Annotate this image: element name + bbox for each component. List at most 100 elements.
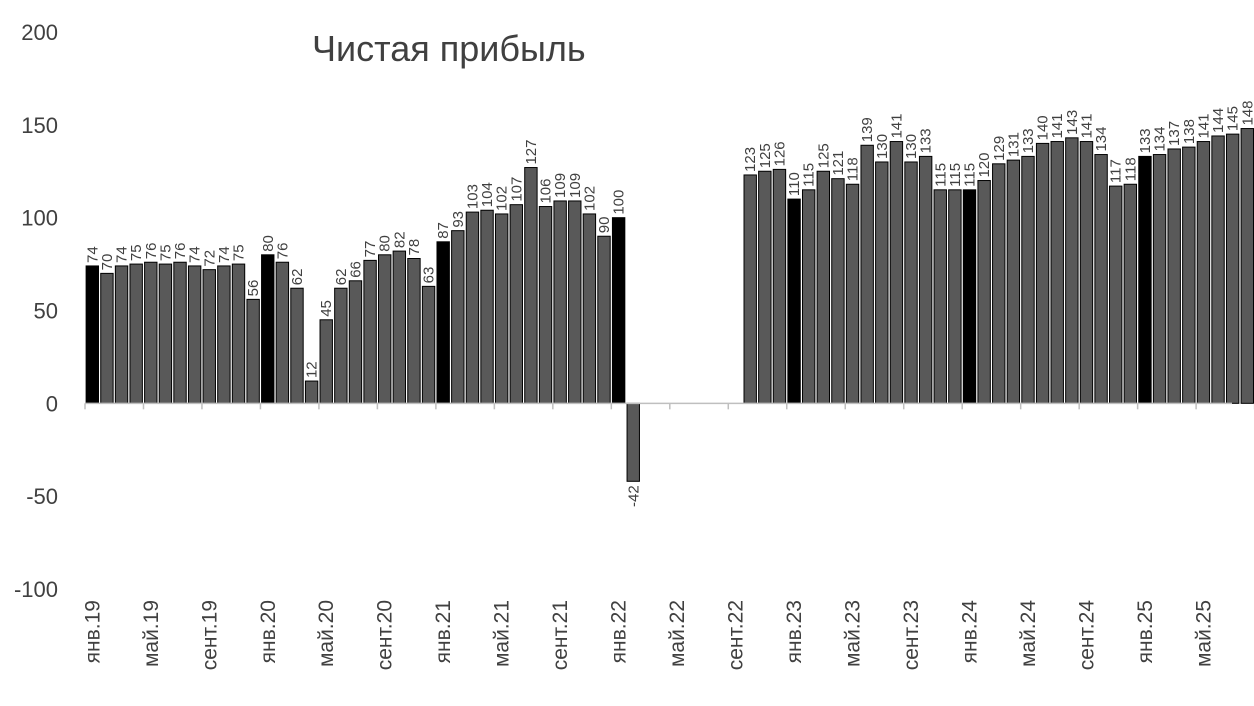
x-tick-label: май.25 xyxy=(1192,600,1215,667)
bar xyxy=(114,265,129,404)
bar xyxy=(772,168,787,404)
bar-data-label: 72 xyxy=(201,250,218,267)
bar-data-label: 144 xyxy=(1210,108,1227,133)
bar-data-label: 121 xyxy=(830,151,847,176)
y-tick-label: 200 xyxy=(21,20,58,45)
bar xyxy=(1152,154,1167,404)
x-tick-label: сент.22 xyxy=(725,600,748,670)
bar-data-label: 115 xyxy=(801,163,818,187)
bar-data-label: 133 xyxy=(1020,128,1037,153)
x-tick-label: сент.25 xyxy=(1251,600,1254,670)
bar-data-label: 129 xyxy=(991,136,1008,161)
bar xyxy=(962,189,977,404)
x-tick-label: май.22 xyxy=(666,600,689,667)
bar-data-label: 75 xyxy=(157,244,174,261)
bar-data-label: 130 xyxy=(903,134,920,159)
bar-data-label: 70 xyxy=(99,254,116,271)
bar xyxy=(275,261,290,404)
bar xyxy=(626,402,640,482)
x-tick-label: сент.24 xyxy=(1075,600,1098,671)
y-tick-label: 150 xyxy=(21,113,58,138)
bar xyxy=(801,189,816,404)
bar-data-label: 76 xyxy=(143,243,160,260)
bar-data-label: 134 xyxy=(1152,127,1169,152)
bar-data-label: -42 xyxy=(625,485,642,507)
x-tick-label: сент.23 xyxy=(900,600,923,670)
bar xyxy=(202,269,216,404)
bar xyxy=(392,250,407,404)
bar xyxy=(875,161,889,404)
x-tick-label: янв.22 xyxy=(608,600,631,663)
x-tick-label: янв.25 xyxy=(1134,600,1157,663)
bar-data-label: 74 xyxy=(114,246,131,263)
bar xyxy=(889,141,904,404)
bar xyxy=(85,265,100,404)
bar-data-label: 107 xyxy=(508,177,525,202)
bar xyxy=(904,161,918,404)
bar-data-label: 133 xyxy=(1137,128,1154,153)
bar xyxy=(743,174,757,404)
x-tick-label: сент.20 xyxy=(374,600,397,670)
bar xyxy=(582,213,597,404)
bar xyxy=(1050,141,1064,404)
bar-data-label: 141 xyxy=(1195,114,1212,139)
x-tick-label: янв.24 xyxy=(959,600,982,664)
bar-data-label: 77 xyxy=(362,241,379,258)
bar xyxy=(1123,183,1138,404)
bar xyxy=(831,178,845,404)
bar-data-label: 143 xyxy=(1064,110,1081,135)
bar xyxy=(100,272,114,404)
bar-data-label: 130 xyxy=(874,134,891,159)
bar xyxy=(1167,148,1181,404)
bar xyxy=(1065,137,1079,404)
bar-data-label: 115 xyxy=(947,163,964,187)
bar xyxy=(611,217,626,404)
bar-data-label: 139 xyxy=(859,117,876,142)
y-tick-label: 50 xyxy=(34,299,58,324)
bar xyxy=(1211,135,1225,404)
bar-data-label: 141 xyxy=(1049,114,1066,139)
bar xyxy=(568,200,582,404)
chart-title: Чистая прибыль xyxy=(312,28,586,69)
x-tick-label: сент.19 xyxy=(198,600,221,670)
bar xyxy=(144,261,158,404)
bar-data-label: 93 xyxy=(450,211,467,228)
bar-data-label: 138 xyxy=(1181,119,1198,144)
bar-data-label: 141 xyxy=(1078,114,1095,139)
bar xyxy=(977,180,991,404)
bar-data-label: 140 xyxy=(1035,115,1052,140)
bar-data-label: 148 xyxy=(1239,101,1254,126)
bar xyxy=(246,298,260,404)
x-axis-ticks: янв.19 май.19 сент.19 янв.20 май.20 сент.20 ян… xyxy=(81,403,1254,670)
bar xyxy=(1006,159,1021,404)
bar xyxy=(1182,146,1196,404)
bar-data-label: 45 xyxy=(318,300,335,317)
bar xyxy=(217,265,231,404)
bar xyxy=(363,259,377,404)
bar-data-label: 106 xyxy=(538,178,555,203)
bar-data-label: 103 xyxy=(464,184,481,209)
bar xyxy=(918,155,933,404)
bar xyxy=(290,287,304,404)
bar-data-label: 75 xyxy=(231,244,248,261)
data-labels: 7470747576757674727475568076621245626677… xyxy=(84,97,1254,507)
bar xyxy=(231,263,246,404)
bar-data-label: 80 xyxy=(377,235,394,252)
bar xyxy=(480,209,494,404)
bar-data-label: 123 xyxy=(742,147,759,172)
bar xyxy=(173,261,187,404)
bar xyxy=(158,263,173,404)
bar-data-label: 109 xyxy=(552,173,569,198)
bar-data-label: 62 xyxy=(289,269,306,286)
bar xyxy=(494,213,509,404)
bar xyxy=(465,211,480,404)
bar xyxy=(524,167,538,404)
bar-data-label: 74 xyxy=(216,246,233,263)
bar xyxy=(509,204,523,404)
bar-data-label: 62 xyxy=(333,269,350,286)
bar xyxy=(1094,154,1108,404)
bar xyxy=(261,254,275,404)
bar-data-label: 125 xyxy=(757,143,774,168)
y-tick-label: 100 xyxy=(21,206,58,231)
y-tick-label: 0 xyxy=(46,391,58,416)
